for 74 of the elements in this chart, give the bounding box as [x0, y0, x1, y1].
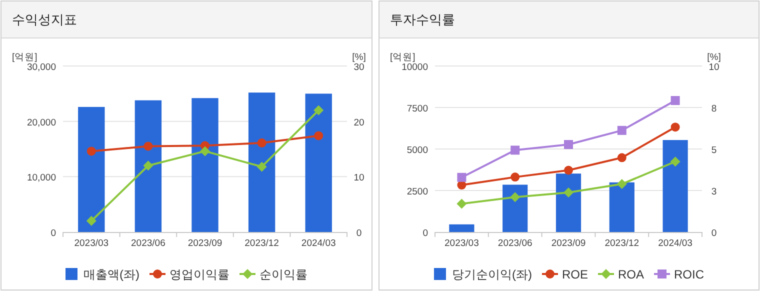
legend-label: 당기순이익(좌)	[452, 268, 532, 282]
y2-tick-label: 8	[711, 104, 717, 114]
y2-tick-label: 20	[354, 117, 364, 128]
x-tick-label: 2023/09	[551, 238, 586, 249]
bar	[192, 98, 218, 232]
bar	[662, 140, 688, 232]
y-tick-label: 20,000	[26, 117, 56, 128]
point	[617, 153, 626, 162]
x-tick-label: 2023/03	[444, 238, 479, 249]
point	[457, 172, 466, 182]
y-tick-label: 30,000	[26, 62, 56, 73]
legend-label: 영업이익률	[170, 268, 230, 282]
point	[510, 172, 520, 182]
chart-title: 투자수익률	[390, 12, 455, 27]
point	[617, 126, 626, 135]
point	[314, 131, 324, 140]
x-tick-label: 2024/03	[301, 238, 336, 249]
y-tick-label: 0	[50, 228, 56, 239]
y-tick-label: 10000	[402, 62, 428, 73]
point	[200, 146, 210, 156]
point	[670, 156, 680, 167]
point	[616, 179, 627, 190]
bar	[248, 92, 276, 232]
point	[564, 140, 573, 150]
bar	[609, 182, 634, 232]
point	[256, 162, 267, 172]
y2-axis-title: [%]	[352, 52, 366, 63]
point	[670, 122, 680, 132]
legend-label: ROA	[618, 268, 644, 282]
legend-label: 순이익률	[260, 268, 308, 282]
x-tick-label: 2023/06	[131, 238, 166, 249]
bar	[134, 100, 162, 232]
point	[86, 216, 96, 226]
legend-label: ROE	[562, 268, 588, 282]
y2-axis-title: [%]	[707, 52, 721, 63]
x-tick-label: 2023/12	[604, 238, 640, 249]
point	[564, 166, 573, 175]
y2-tick-label: 30	[354, 62, 364, 73]
y-tick-label: 5000	[406, 145, 428, 156]
point	[144, 142, 153, 151]
bar	[305, 94, 332, 232]
x-tick-label: 2023/09	[188, 238, 222, 249]
y2-tick-label: 0	[711, 228, 717, 239]
point	[143, 160, 154, 171]
point	[670, 96, 680, 106]
y-tick-label: 0	[422, 228, 428, 239]
x-tick-label: 2023/03	[74, 238, 109, 249]
y-axis-title: [억원]	[390, 52, 416, 63]
y-tick-label: 2500	[406, 186, 428, 198]
bar	[78, 106, 105, 232]
y2-tick-label: 0	[356, 228, 362, 239]
chart-title: 수익성지표	[12, 12, 77, 27]
y2-tick-label: 5	[711, 145, 717, 156]
y2-tick-label: 10	[708, 62, 720, 73]
y2-tick-label: 3	[711, 186, 717, 198]
legend-label: ROIC	[674, 268, 704, 282]
point	[257, 138, 266, 148]
y2-tick-label: 10	[354, 172, 364, 184]
y-axis-title: [억원]	[12, 52, 38, 63]
bar	[449, 224, 474, 232]
legend-label: 매출액(좌)	[84, 268, 140, 282]
x-tick-label: 2023/12	[244, 238, 279, 249]
bar	[556, 174, 582, 232]
point	[456, 198, 467, 209]
x-tick-label: 2023/06	[498, 238, 532, 249]
bar	[502, 184, 528, 232]
x-tick-label: 2024/03	[658, 238, 692, 249]
point	[86, 146, 96, 156]
y-tick-label: 7500	[406, 104, 428, 114]
y-tick-label: 10,000	[26, 172, 56, 184]
point	[510, 146, 520, 155]
point	[314, 105, 324, 116]
point	[510, 192, 520, 202]
point	[564, 187, 574, 198]
